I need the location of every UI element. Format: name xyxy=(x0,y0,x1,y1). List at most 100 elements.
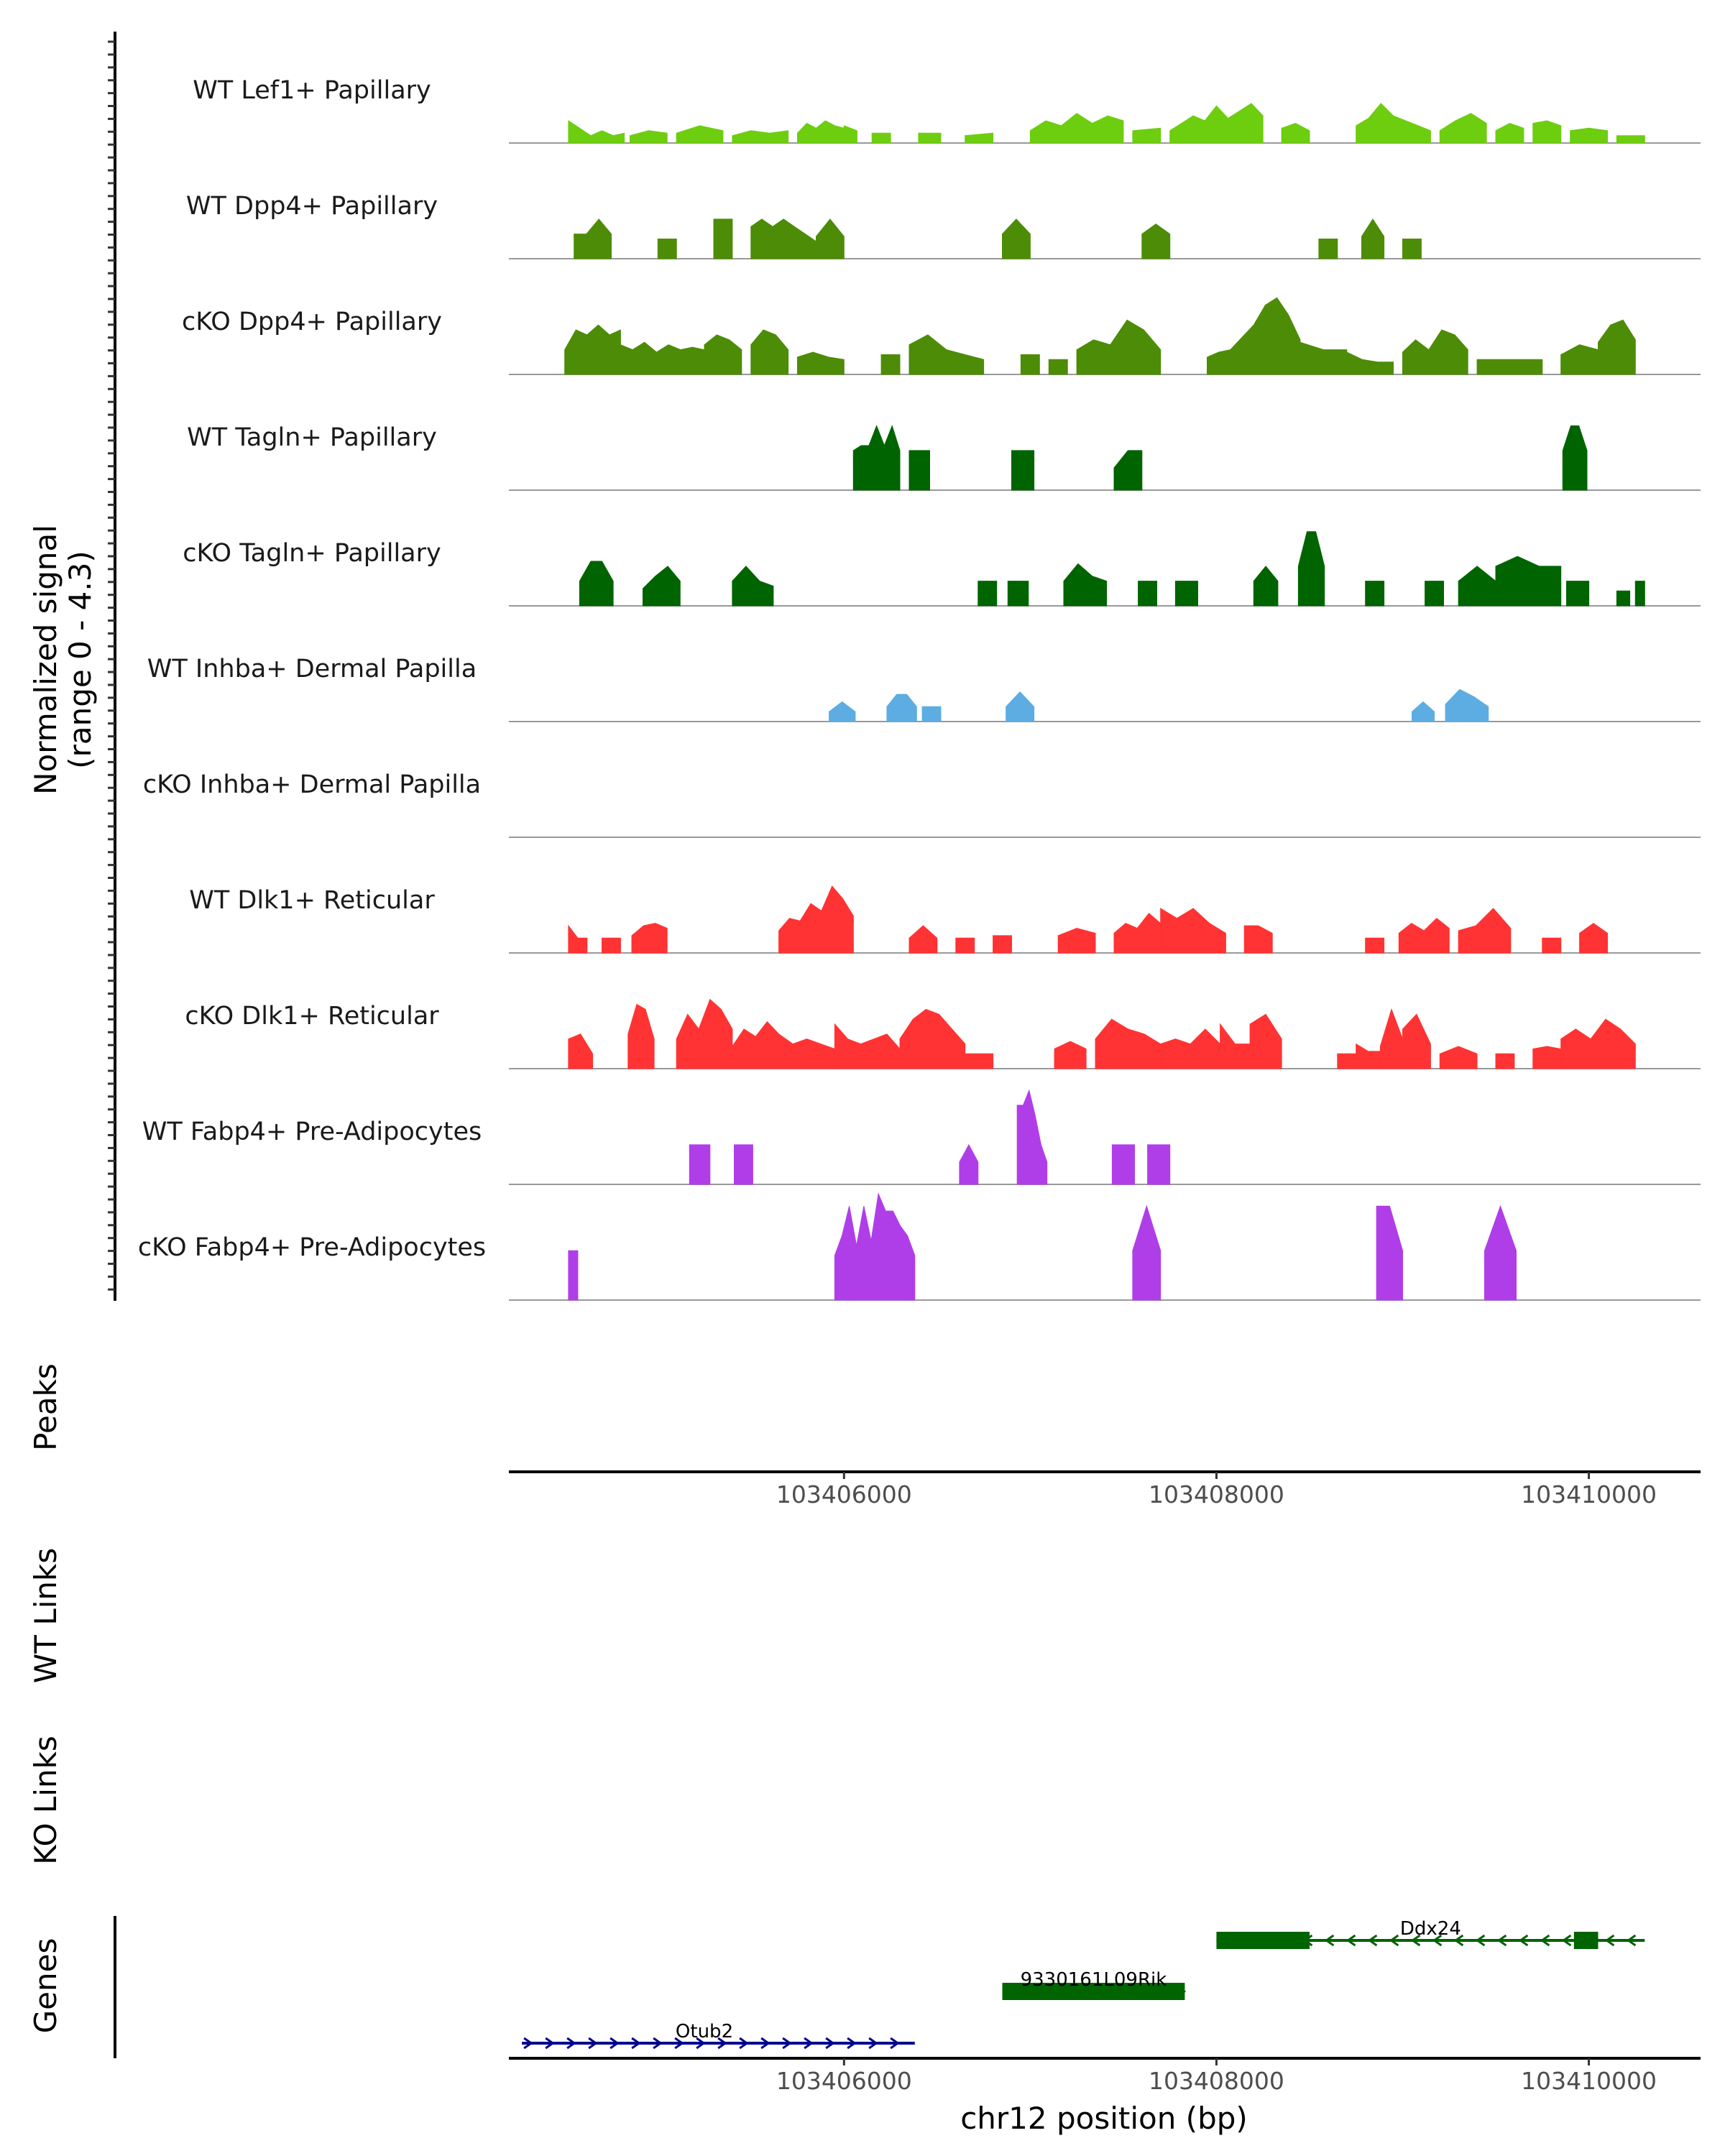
coverage-peak xyxy=(1356,103,1431,144)
coverage-peak xyxy=(732,130,789,144)
coverage-peak xyxy=(1243,925,1273,954)
strand-arrow xyxy=(1432,1934,1443,1947)
coverage-peak xyxy=(1048,359,1068,375)
coverage-peak xyxy=(880,354,901,375)
coverage-peak xyxy=(1560,1018,1636,1069)
track-label: cKO Fabp4+ Pre-Adipocytes xyxy=(138,1233,486,1262)
coverage-peak xyxy=(1132,127,1162,144)
coverage-peak xyxy=(1111,1144,1135,1185)
coverage-peak xyxy=(568,120,625,144)
coverage-peak xyxy=(1616,590,1631,607)
strand-arrow xyxy=(1410,1934,1421,1947)
strand-arrow xyxy=(1453,1934,1464,1947)
coverage-peak xyxy=(852,424,901,491)
coverage-peak xyxy=(834,1192,916,1301)
coverage-peak xyxy=(734,1144,753,1185)
coverage-peak xyxy=(1281,122,1310,144)
coverage-peak xyxy=(676,125,724,144)
coverage-peak xyxy=(1445,688,1489,722)
coverage-peak xyxy=(1634,581,1645,607)
coverage-peak xyxy=(908,334,985,375)
coverage-peak xyxy=(1598,319,1636,375)
strand-arrow xyxy=(566,2037,576,2050)
coverage-peak xyxy=(1412,701,1435,722)
coverage-peak xyxy=(908,450,930,491)
coverage-peak xyxy=(1495,122,1524,144)
coverage-peak xyxy=(1063,563,1108,607)
coverage-peak xyxy=(1356,1043,1381,1069)
strand-arrow xyxy=(804,2037,814,2050)
coverage-peak xyxy=(993,935,1012,954)
coverage-peak xyxy=(568,924,588,954)
strand-arrow xyxy=(696,2037,706,2050)
coverage-peak xyxy=(1174,581,1198,607)
genes-panel-label: Genes xyxy=(28,1938,63,2034)
coverage-peak xyxy=(1160,908,1226,954)
strand-arrow xyxy=(588,2037,598,2050)
coverage-peak xyxy=(602,937,621,954)
strand-arrow xyxy=(825,2037,835,2050)
track: WT Dlk1+ Reticular xyxy=(189,885,1701,954)
coverage-peak xyxy=(886,694,917,722)
coverage-peak xyxy=(1300,341,1348,375)
coverage-peak xyxy=(978,581,998,607)
track-label: cKO Dlk1+ Reticular xyxy=(185,1002,439,1031)
coverage-peak xyxy=(676,998,733,1069)
coverage-peak xyxy=(829,701,856,722)
strand-arrow xyxy=(847,2037,857,2050)
track-label: WT Dpp4+ Papillary xyxy=(186,192,438,221)
coverage-peak xyxy=(1562,425,1588,491)
coverage-peak xyxy=(689,1144,711,1185)
coverage-peak xyxy=(965,132,994,144)
coverage-peak xyxy=(568,1250,579,1301)
x-tick-label: 103408000 xyxy=(1149,2067,1284,2095)
strand-arrow xyxy=(890,2037,900,2050)
y-axis-title-range: (range 0 - 4.3) xyxy=(63,550,98,769)
track: cKO Dpp4+ Papillary xyxy=(182,297,1701,375)
gene-9330161l09rik: 9330161L09Rik xyxy=(1002,1969,1187,2000)
ko-links-panel-label: KO Links xyxy=(28,1736,63,1865)
strand-arrow xyxy=(868,2037,878,2050)
track: cKO Inhba+ Dermal Papilla xyxy=(143,770,1701,838)
track-label: WT Lef1+ Papillary xyxy=(193,76,431,105)
strand-arrow xyxy=(1324,1934,1335,1947)
coverage-peak xyxy=(713,218,733,259)
track: WT Inhba+ Dermal Papilla xyxy=(147,655,1701,722)
coverage-peak xyxy=(1398,918,1450,954)
strand-arrow xyxy=(523,2037,533,2050)
coverage-peak xyxy=(1249,1013,1282,1069)
coverage-peak xyxy=(965,1053,994,1069)
track: WT Lef1+ Papillary xyxy=(193,76,1701,144)
coverage-peak xyxy=(1011,450,1035,491)
x-axis-peaks: 103406000 103408000 103410000 xyxy=(509,1470,1701,1508)
strand-arrow xyxy=(674,2037,684,2050)
strand-arrow xyxy=(1518,1934,1529,1947)
coverage-peak xyxy=(1057,928,1096,954)
strand-arrow xyxy=(545,2037,555,2050)
wt-links-panel-label: WT Links xyxy=(28,1548,63,1683)
coverage-peak xyxy=(1207,297,1301,375)
coverage-peak xyxy=(778,1033,835,1069)
strand-arrow xyxy=(631,2037,641,2050)
strand-arrow xyxy=(760,2037,770,2050)
coverage-peak xyxy=(843,125,857,144)
track-label: WT Dlk1+ Reticular xyxy=(189,886,435,915)
gene-label: Otub2 xyxy=(676,2021,733,2042)
coverage-peak xyxy=(1007,581,1029,607)
coverage-peak xyxy=(750,218,816,259)
strand-arrow xyxy=(1389,1934,1399,1947)
coverage-peak xyxy=(1402,329,1468,375)
coverage-peak xyxy=(1365,937,1385,954)
x-tick-label: 103406000 xyxy=(776,1480,912,1508)
strand-arrow xyxy=(782,2037,792,2050)
strand-arrow xyxy=(739,2037,749,2050)
coverage-peak xyxy=(732,566,774,607)
coverage-peak xyxy=(1138,581,1157,607)
coverage-peak xyxy=(1016,1089,1048,1185)
coverage-peak xyxy=(1560,344,1598,375)
track-label: WT Inhba+ Dermal Papilla xyxy=(147,655,477,683)
coverage-peak xyxy=(1029,113,1124,144)
coverage-peak xyxy=(1318,239,1338,259)
coverage-peak xyxy=(568,1033,594,1069)
